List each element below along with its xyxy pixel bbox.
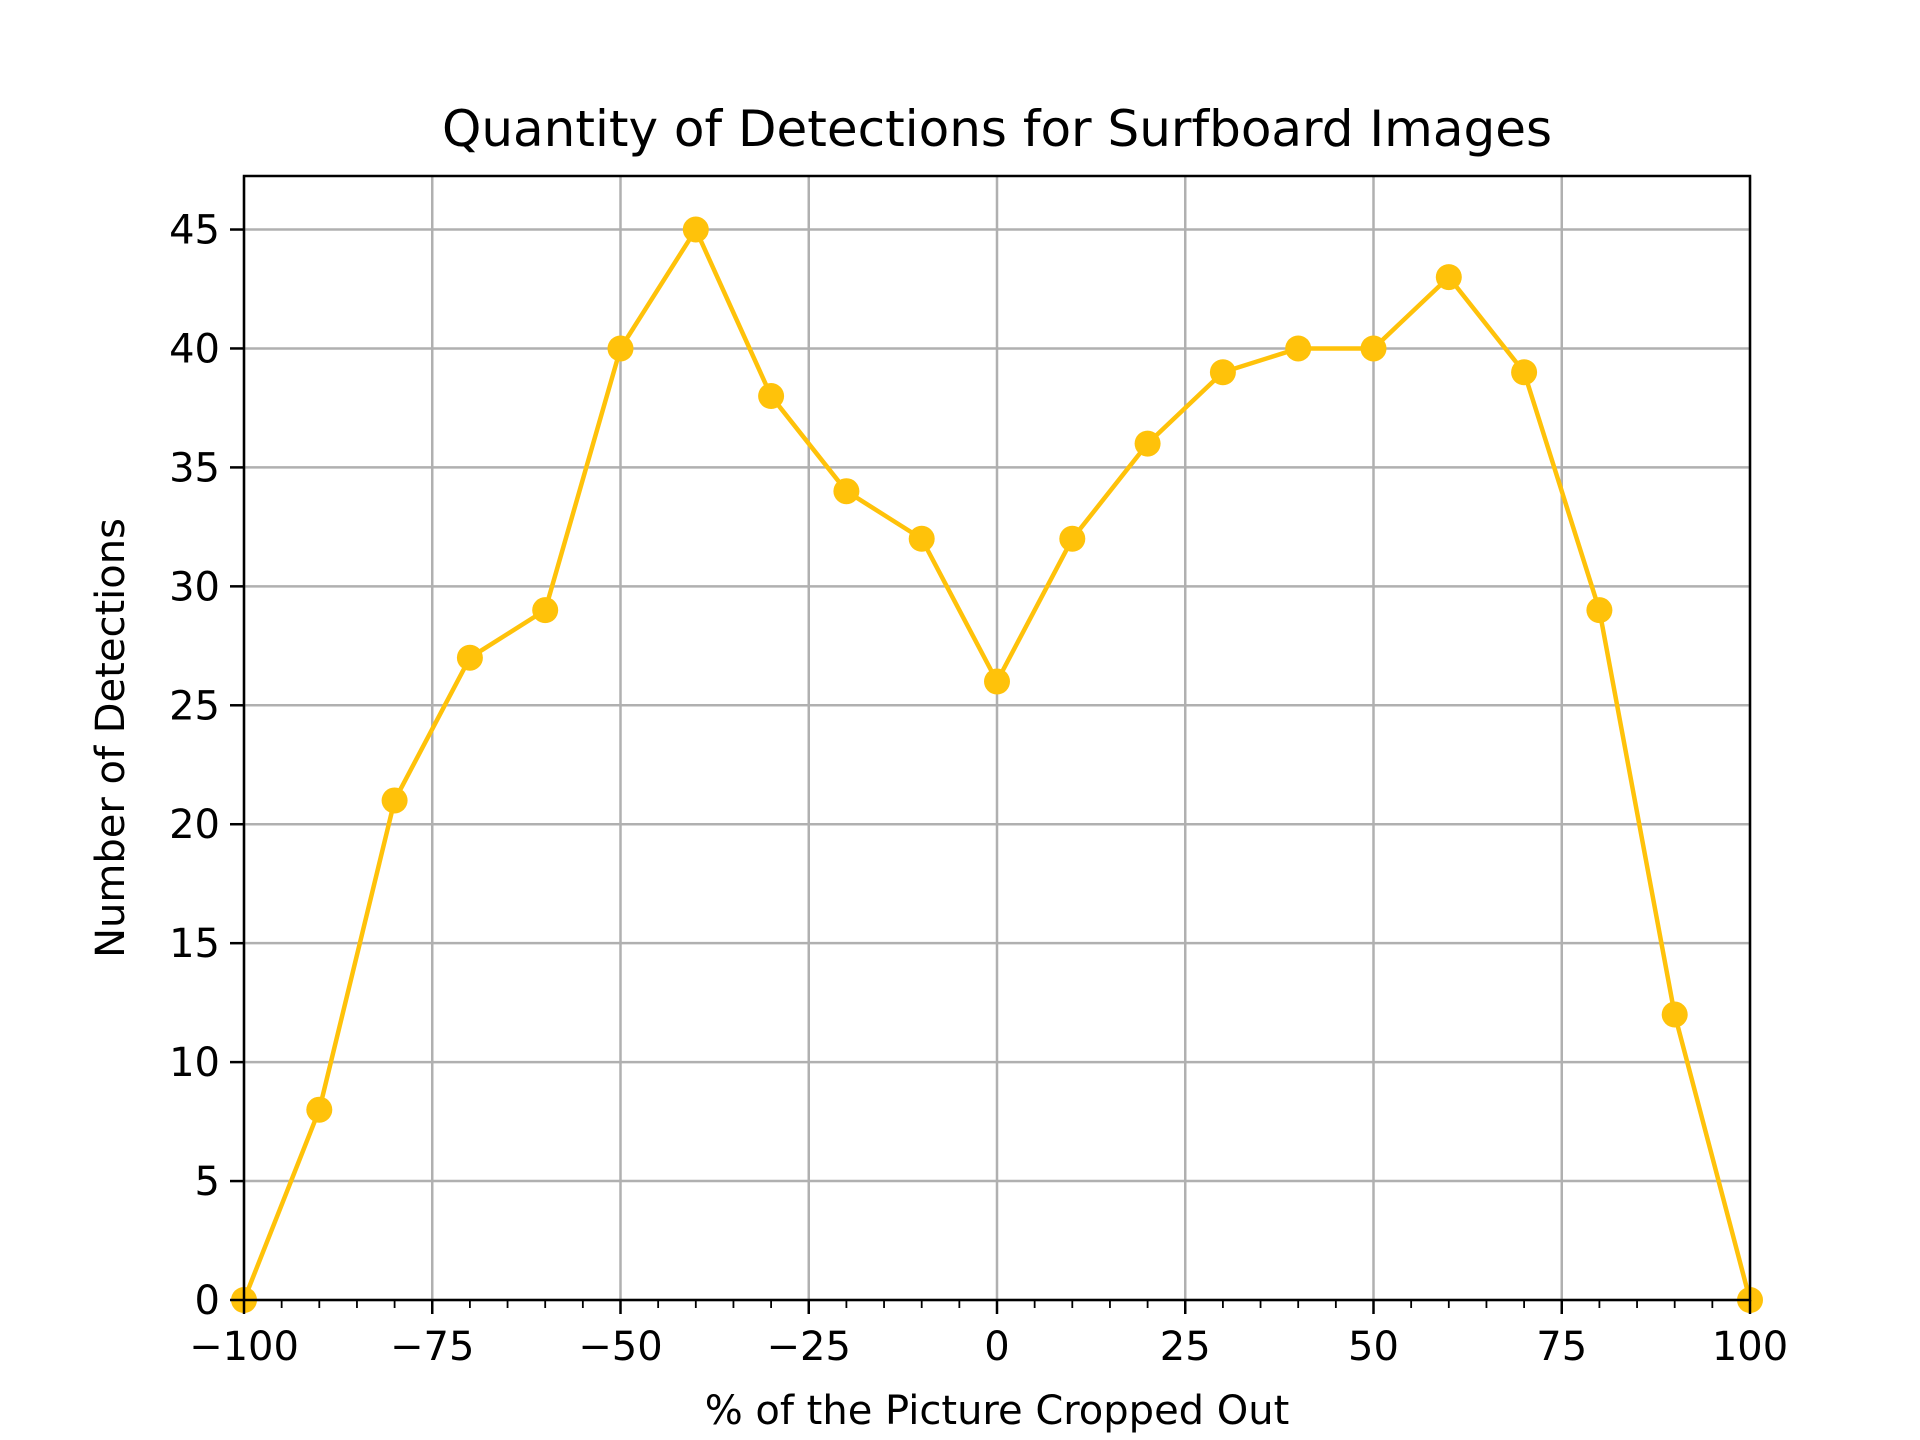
data-point xyxy=(381,787,408,814)
y-tick-label: 30 xyxy=(169,564,220,610)
y-tick-label: 0 xyxy=(195,1278,220,1324)
chart-title: Quantity of Detections for Surfboard Ima… xyxy=(442,100,1552,158)
axis-ticks: −100 −75 −50 −25 0 25 50 75 100 0 5 10 15 20 25 30 35 40 4… xyxy=(169,208,1788,1370)
x-tick-label: −75 xyxy=(390,1324,474,1370)
x-tick-label: 75 xyxy=(1536,1324,1587,1370)
x-axis-label: % of the Picture Cropped Out xyxy=(705,1388,1290,1434)
data-point xyxy=(1285,335,1312,362)
data-point xyxy=(908,525,935,552)
y-tick-label: 40 xyxy=(169,326,220,372)
x-tick-label: −25 xyxy=(767,1324,851,1370)
y-axis-label: Number of Detections xyxy=(88,518,134,958)
series-layer xyxy=(231,216,1763,1313)
data-point xyxy=(1511,359,1538,386)
x-tick-label: 25 xyxy=(1160,1324,1211,1370)
data-point xyxy=(1059,525,1086,552)
x-tick-label: −100 xyxy=(189,1324,299,1370)
y-tick-label: 25 xyxy=(169,683,220,729)
data-point xyxy=(1661,1001,1688,1028)
data-point xyxy=(984,668,1010,695)
data-point xyxy=(532,597,559,624)
data-point xyxy=(306,1096,333,1123)
data-point xyxy=(682,216,709,243)
x-tick-label: 50 xyxy=(1348,1324,1399,1370)
x-tick-label: 0 xyxy=(984,1324,1009,1370)
grid-lines xyxy=(242,176,1752,1302)
data-point xyxy=(1209,359,1236,386)
data-point xyxy=(758,383,785,410)
data-point xyxy=(1134,430,1161,457)
x-tick-label: 100 xyxy=(1712,1324,1788,1370)
y-tick-label: 15 xyxy=(169,921,220,967)
data-point xyxy=(607,335,634,362)
y-tick-label: 35 xyxy=(169,445,220,491)
data-point xyxy=(1586,597,1613,624)
data-point xyxy=(1435,264,1462,291)
x-tick-label: −50 xyxy=(578,1324,662,1370)
y-tick-label: 10 xyxy=(169,1040,220,1086)
data-point xyxy=(833,478,860,505)
y-tick-label: 5 xyxy=(195,1159,220,1205)
y-tick-label: 20 xyxy=(169,802,220,848)
y-tick-label: 45 xyxy=(169,208,220,254)
data-point xyxy=(456,644,483,671)
data-point xyxy=(1360,335,1387,362)
